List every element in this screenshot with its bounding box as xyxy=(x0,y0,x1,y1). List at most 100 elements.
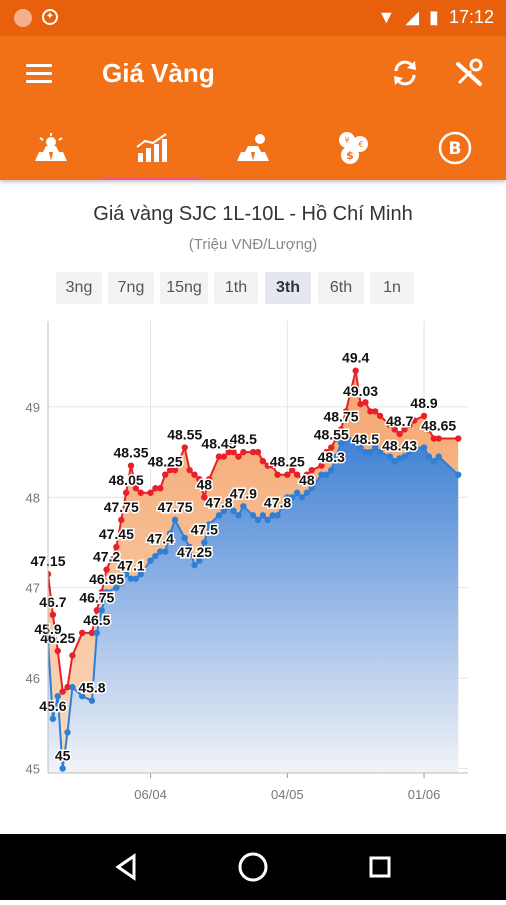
sell-point xyxy=(376,412,384,420)
buy-point xyxy=(367,448,374,456)
buy-point xyxy=(435,453,442,460)
tools-icon[interactable] xyxy=(452,56,486,90)
range-3-months[interactable]: 3th xyxy=(265,272,311,304)
buy-data-label: 47.8 xyxy=(264,494,291,510)
sell-point xyxy=(425,426,433,433)
buy-point xyxy=(205,521,213,528)
range-3-days[interactable]: 3ng xyxy=(56,272,102,304)
gold-bars-icon xyxy=(34,133,67,161)
sell-point xyxy=(274,471,281,478)
buy-point xyxy=(59,765,66,772)
buy-point xyxy=(362,448,369,456)
tab-gold-world[interactable] xyxy=(202,116,303,180)
buy-point xyxy=(249,512,257,519)
y-tick-label: 48 xyxy=(26,490,40,505)
buy-point xyxy=(298,494,306,501)
price-chart[interactable]: 47.1546.746.2546.7547.247.4547.7548.0548… xyxy=(0,318,506,818)
range-1-year[interactable]: 1n xyxy=(370,272,414,304)
buy-point xyxy=(48,638,52,646)
range-1-month[interactable]: 1th xyxy=(214,272,258,304)
wifi-icon: ▼ xyxy=(377,7,396,27)
svg-text:$: $ xyxy=(346,149,354,162)
buy-point xyxy=(323,471,330,478)
buy-point xyxy=(147,557,154,564)
sell-point xyxy=(318,462,325,469)
bitcoin-icon: B xyxy=(438,131,471,165)
sell-point xyxy=(342,408,350,415)
sell-point xyxy=(49,611,57,618)
home-icon[interactable] xyxy=(238,852,268,882)
range-6-months[interactable]: 6th xyxy=(318,272,364,304)
range-15-days[interactable]: 15ng xyxy=(160,272,208,304)
sell-point xyxy=(181,444,188,451)
sell-data-label: 48.25 xyxy=(270,454,305,470)
sell-point xyxy=(352,367,359,374)
status-time: 17:12 xyxy=(448,7,494,27)
buy-data-label: 47.25 xyxy=(177,544,212,560)
recents-icon[interactable] xyxy=(369,856,391,878)
buy-data-label: 46.95 xyxy=(89,571,124,587)
y-tick-label: 47 xyxy=(26,581,40,596)
buy-data-label: 45.6 xyxy=(39,698,66,714)
buy-point xyxy=(372,444,379,451)
buy-data-label: 45 xyxy=(55,747,71,763)
sell-point xyxy=(186,466,193,474)
sell-point xyxy=(54,647,61,655)
buy-point xyxy=(264,516,271,524)
sell-point xyxy=(406,421,413,429)
sell-data-label: 49.4 xyxy=(342,350,369,366)
sell-point xyxy=(48,570,52,578)
buy-point xyxy=(191,561,198,569)
sell-point xyxy=(230,448,237,456)
sell-point xyxy=(88,629,96,637)
buy-point xyxy=(196,557,203,564)
menu-icon[interactable] xyxy=(26,64,52,84)
sell-data-label: 48.55 xyxy=(167,427,202,443)
sell-point xyxy=(455,435,462,442)
buy-point xyxy=(220,507,228,515)
sell-point xyxy=(127,462,135,469)
svg-text:€: € xyxy=(358,140,363,149)
sell-point xyxy=(196,476,203,483)
buy-data-label: 47.5 xyxy=(191,521,218,537)
sell-point xyxy=(372,408,379,415)
sell-point xyxy=(122,489,130,496)
buy-area xyxy=(48,434,459,773)
sell-point xyxy=(323,448,330,456)
sell-point xyxy=(137,489,144,496)
tab-chart[interactable] xyxy=(101,116,202,180)
sell-data-label: 48.7 xyxy=(386,413,413,429)
buy-point xyxy=(430,457,438,465)
refresh-icon[interactable] xyxy=(388,56,422,90)
buy-point xyxy=(171,516,179,524)
sell-point xyxy=(152,485,159,492)
tab-gold-prices[interactable] xyxy=(0,116,101,180)
buy-point xyxy=(342,430,350,438)
sell-point xyxy=(78,629,86,637)
sell-point xyxy=(367,408,374,415)
buy-point xyxy=(88,697,96,704)
sell-point xyxy=(435,435,442,442)
buy-point xyxy=(328,466,335,474)
sell-point xyxy=(118,516,125,524)
sell-point xyxy=(201,494,208,501)
buy-data-label: 48.5 xyxy=(352,431,379,447)
back-icon[interactable] xyxy=(115,853,136,881)
buy-point xyxy=(269,512,276,519)
buy-point xyxy=(386,453,394,460)
sell-point xyxy=(220,453,228,460)
currency-exchange-icon: $ ¥ € xyxy=(338,132,368,164)
buy-data-label: 46.5 xyxy=(83,612,110,628)
buy-point xyxy=(225,503,232,510)
sell-point xyxy=(401,426,408,433)
range-7-days[interactable]: 7ng xyxy=(108,272,154,304)
buy-point xyxy=(69,683,76,691)
sell-point xyxy=(430,435,438,442)
sell-point xyxy=(93,607,101,614)
sell-data-label: 48.25 xyxy=(148,454,183,470)
chart-subtitle: (Triệu VNĐ/Lượng) xyxy=(188,236,318,253)
sell-data-label: 48.9 xyxy=(410,395,437,411)
tab-bitcoin[interactable]: B xyxy=(404,116,505,180)
tab-exchange-rate[interactable]: $ ¥ € xyxy=(303,116,404,180)
sell-point xyxy=(293,471,301,478)
